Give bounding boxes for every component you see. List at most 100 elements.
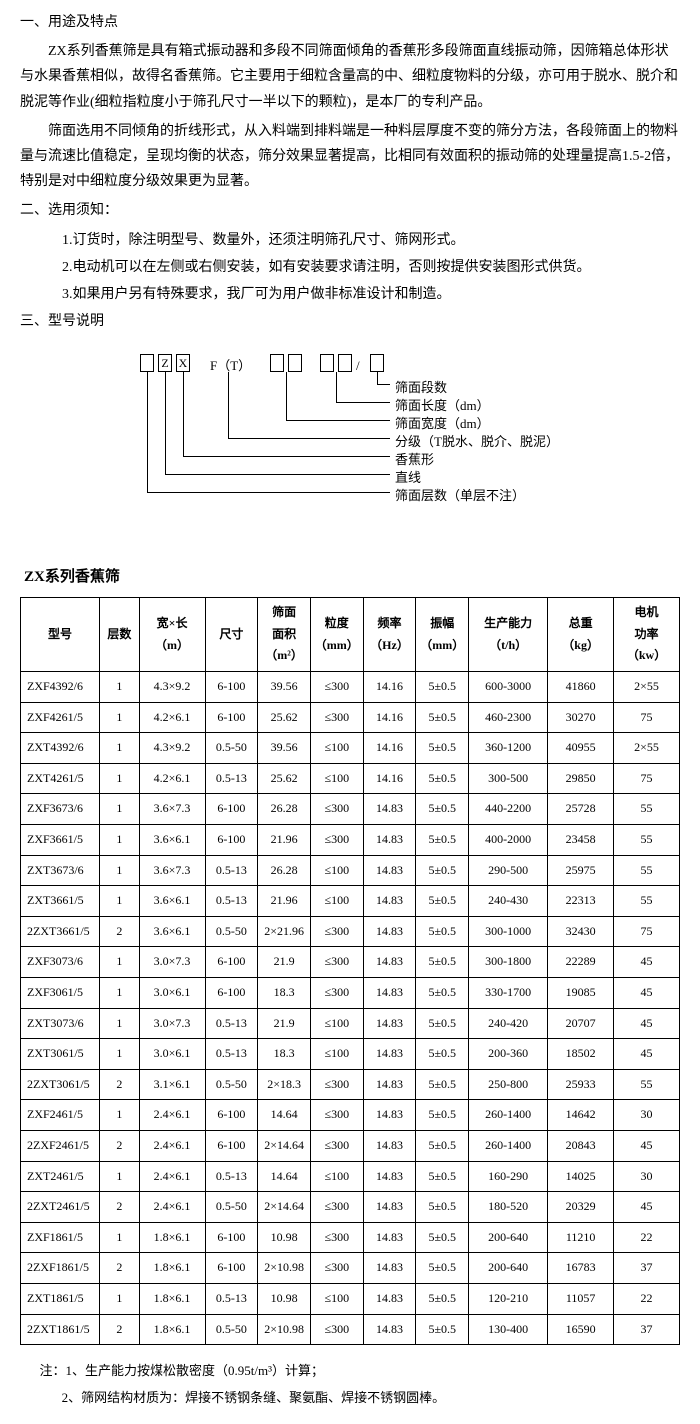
table-cell: 30 <box>614 1161 680 1192</box>
diagram-slash: / <box>356 354 360 377</box>
table-cell: 4.3×9.2 <box>139 672 205 703</box>
table-cell: 6-100 <box>205 947 258 978</box>
table-cell: 45 <box>614 1130 680 1161</box>
table-cell: ≤300 <box>310 1069 363 1100</box>
table-cell: 0.5-13 <box>205 1039 258 1070</box>
table-cell: ≤300 <box>310 1253 363 1284</box>
table-cell: 200-360 <box>469 1039 548 1070</box>
table-cell: ≤300 <box>310 947 363 978</box>
table-cell: ZXF3673/6 <box>21 794 100 825</box>
table-cell: 1 <box>100 1008 140 1039</box>
table-cell: 37 <box>614 1253 680 1284</box>
table-cell: 5±0.5 <box>416 763 469 794</box>
diagram-box7 <box>338 354 352 372</box>
table-cell: ZXT3073/6 <box>21 1008 100 1039</box>
table-cell: 5±0.5 <box>416 794 469 825</box>
table-row: ZXT3661/513.6×6.10.5-1321.96≤10014.835±0… <box>21 886 680 917</box>
table-cell: 10.98 <box>258 1283 311 1314</box>
table-cell: 10.98 <box>258 1222 311 1253</box>
table-row: ZXF3061/513.0×6.16-10018.3≤30014.835±0.5… <box>21 977 680 1008</box>
table-cell: 3.6×7.3 <box>139 855 205 886</box>
table-row: 2ZXT2461/522.4×6.10.5-502×14.64≤30014.83… <box>21 1192 680 1223</box>
table-col-3: 尺寸 <box>205 598 258 672</box>
table-cell: 5±0.5 <box>416 672 469 703</box>
section2-item1: 1.订货时，除注明型号、数量外，还须注明筛孔尺寸、筛网形式。 <box>20 228 680 253</box>
table-cell: 3.6×6.1 <box>139 825 205 856</box>
table-cell: ZXT4261/5 <box>21 763 100 794</box>
table-cell: 14.64 <box>258 1100 311 1131</box>
diagram-box4 <box>270 354 284 372</box>
table-cell: 14.83 <box>363 825 416 856</box>
table-cell: 6-100 <box>205 977 258 1008</box>
table-row: ZXT2461/512.4×6.10.5-1314.64≤10014.835±0… <box>21 1161 680 1192</box>
table-cell: 2×18.3 <box>258 1069 311 1100</box>
table-cell: 25933 <box>548 1069 614 1100</box>
table-cell: ≤100 <box>310 1008 363 1039</box>
footnotes: 注：1、生产能力按煤松散密度（0.95t/m³）计算； 2、筛网结构材质为：焊接… <box>20 1359 680 1410</box>
table-cell: ZXT3661/5 <box>21 886 100 917</box>
table-cell: 3.0×6.1 <box>139 1039 205 1070</box>
table-cell: 6-100 <box>205 1100 258 1131</box>
table-row: 2ZXF2461/522.4×6.16-1002×14.64≤30014.835… <box>21 1130 680 1161</box>
table-cell: 5±0.5 <box>416 1039 469 1070</box>
table-cell: 5±0.5 <box>416 1161 469 1192</box>
section1-p2: 筛面选用不同倾角的折线形式，从入料端到排料端是一种料层厚度不变的筛分方法，各段筛… <box>20 119 680 195</box>
table-cell: 180-520 <box>469 1192 548 1223</box>
table-cell: 330-1700 <box>469 977 548 1008</box>
table-header-row: 型号层数宽×长（m）尺寸筛面面积（m²）粒度（mm）频率（Hz）振幅（mm）生产… <box>21 598 680 672</box>
diagram-box8 <box>370 354 384 372</box>
diagram-box6 <box>320 354 334 372</box>
table-cell: 14.83 <box>363 916 416 947</box>
table-cell: 5±0.5 <box>416 825 469 856</box>
table-cell: 21.9 <box>258 1008 311 1039</box>
table-cell: 41860 <box>548 672 614 703</box>
table-cell: 21.96 <box>258 825 311 856</box>
table-cell: 45 <box>614 1192 680 1223</box>
table-cell: 14.64 <box>258 1161 311 1192</box>
table-cell: 2×10.98 <box>258 1253 311 1284</box>
table-cell: 600-3000 <box>469 672 548 703</box>
table-cell: 250-800 <box>469 1069 548 1100</box>
table-cell: 1 <box>100 763 140 794</box>
table-cell: 45 <box>614 977 680 1008</box>
table-cell: 0.5-50 <box>205 733 258 764</box>
table-cell: 0.5-50 <box>205 1192 258 1223</box>
table-cell: 2ZXF2461/5 <box>21 1130 100 1161</box>
table-cell: 16783 <box>548 1253 614 1284</box>
table-row: ZXF1861/511.8×6.16-10010.98≤30014.835±0.… <box>21 1222 680 1253</box>
table-title: ZX系列香蕉筛 <box>24 564 680 591</box>
table-col-5: 粒度（mm） <box>310 598 363 672</box>
table-cell: 6-100 <box>205 672 258 703</box>
table-cell: 14.16 <box>363 702 416 733</box>
table-cell: 45 <box>614 947 680 978</box>
table-cell: 14.16 <box>363 733 416 764</box>
table-row: ZXF3073/613.0×7.36-10021.9≤30014.835±0.5… <box>21 947 680 978</box>
table-cell: 5±0.5 <box>416 733 469 764</box>
table-cell: 3.0×7.3 <box>139 1008 205 1039</box>
table-cell: ZXF3061/5 <box>21 977 100 1008</box>
table-row: ZXF3673/613.6×7.36-10026.28≤30014.835±0.… <box>21 794 680 825</box>
table-cell: 14.83 <box>363 1222 416 1253</box>
table-cell: ZXT4392/6 <box>21 733 100 764</box>
table-cell: 22313 <box>548 886 614 917</box>
table-cell: 2 <box>100 1192 140 1223</box>
table-cell: 5±0.5 <box>416 1192 469 1223</box>
spec-table: 型号层数宽×长（m）尺寸筛面面积（m²）粒度（mm）频率（Hz）振幅（mm）生产… <box>20 597 680 1345</box>
table-cell: 130-400 <box>469 1314 548 1345</box>
table-cell: 1.8×6.1 <box>139 1314 205 1345</box>
table-cell: ≤100 <box>310 733 363 764</box>
table-col-0: 型号 <box>21 598 100 672</box>
table-cell: 26.28 <box>258 855 311 886</box>
table-cell: 0.5-13 <box>205 886 258 917</box>
table-cell: 3.0×7.3 <box>139 947 205 978</box>
table-cell: 2×55 <box>614 733 680 764</box>
table-cell: 1 <box>100 825 140 856</box>
table-cell: ≤100 <box>310 1283 363 1314</box>
table-cell: 75 <box>614 763 680 794</box>
table-cell: 11057 <box>548 1283 614 1314</box>
table-cell: 21.96 <box>258 886 311 917</box>
table-cell: 22289 <box>548 947 614 978</box>
table-cell: ≤300 <box>310 1192 363 1223</box>
table-cell: 2×10.98 <box>258 1314 311 1345</box>
table-cell: ≤300 <box>310 794 363 825</box>
